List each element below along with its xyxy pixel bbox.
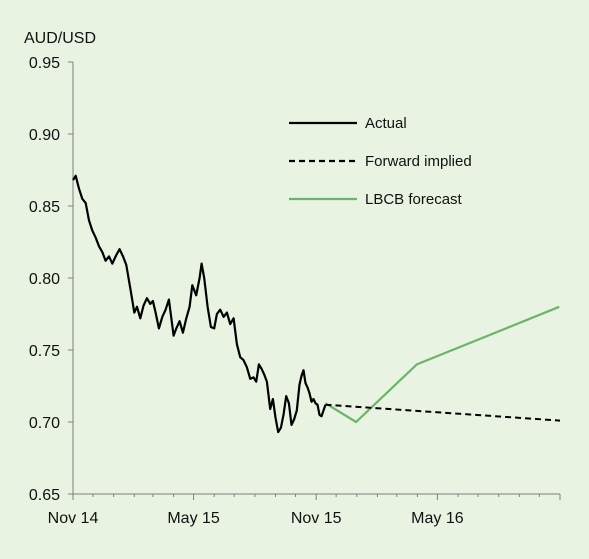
- legend: Actual Forward implied LBCB forecast: [289, 115, 472, 208]
- y-tick-label: 0.80: [29, 271, 60, 288]
- x-tick-label: May 16: [411, 510, 464, 527]
- y-tick-label: 0.65: [29, 487, 60, 504]
- y-tick-label: 0.75: [29, 343, 60, 360]
- x-tick-label: Nov 14: [48, 510, 99, 527]
- x-tick-label: May 15: [167, 510, 220, 527]
- series-line-actual: [72, 174, 327, 434]
- x-tick-label: Nov 15: [291, 510, 342, 527]
- y-axis-title: AUD/USD: [24, 30, 96, 47]
- y-tick-label: 0.95: [29, 55, 60, 72]
- legend-label: Actual: [365, 115, 407, 132]
- y-tick-label: 0.70: [29, 415, 60, 432]
- y-tick-label: 0.90: [29, 127, 60, 144]
- series-line-lbcb-forecast: [324, 305, 560, 424]
- series-line-forward-implied: [325, 403, 561, 422]
- legend-label: LBCB forecast: [365, 191, 463, 208]
- y-tick-label: 0.85: [29, 199, 60, 216]
- legend-label: Forward implied: [365, 153, 472, 170]
- axes: 0.95 0.90 0.85 0.80 0.75 0.70 0.65 Nov 14 May 15…: [29, 55, 561, 527]
- series-layer: [72, 174, 561, 434]
